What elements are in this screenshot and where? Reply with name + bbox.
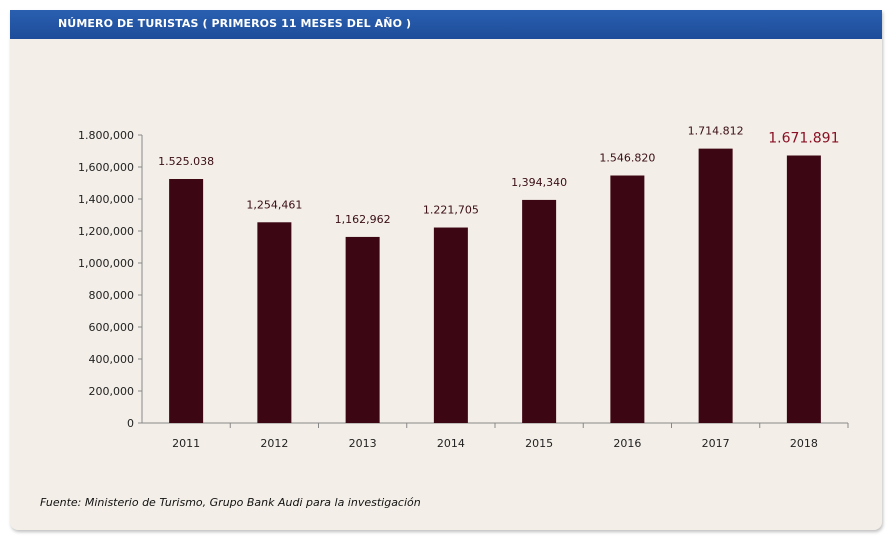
x-tick-label: 2012 <box>260 437 288 450</box>
y-tick-label: 800,000 <box>89 289 135 302</box>
chart-panel: NÚMERO DE TURISTAS ( PRIMEROS 11 MESES D… <box>10 10 882 530</box>
y-tick-label: 600,000 <box>89 321 135 334</box>
data-label: 1.525.038 <box>158 155 214 168</box>
data-label: 1.221,705 <box>423 204 479 217</box>
x-tick-label: 2011 <box>172 437 200 450</box>
y-tick-label: 400,000 <box>89 353 135 366</box>
data-label: 1.714.812 <box>688 125 744 138</box>
x-tick-label: 2016 <box>613 437 641 450</box>
y-tick-label: 200,000 <box>89 385 135 398</box>
data-label: 1,254,461 <box>246 198 302 211</box>
chart-header: NÚMERO DE TURISTAS ( PRIMEROS 11 MESES D… <box>10 10 882 39</box>
data-label: 1.546.820 <box>599 152 655 165</box>
data-label: 1,162,962 <box>335 213 391 226</box>
bar-2015 <box>522 199 557 423</box>
y-tick-label: 0 <box>127 417 134 430</box>
bar-2011 <box>169 178 204 423</box>
chart-title: NÚMERO DE TURISTAS ( PRIMEROS 11 MESES D… <box>58 17 412 30</box>
data-label: 1,394,340 <box>511 176 567 189</box>
bar-2018 <box>786 155 821 423</box>
y-tick-label: 1,600,000 <box>78 161 134 174</box>
y-tick-label: 1,000,000 <box>78 257 134 270</box>
bar-2017 <box>698 148 733 424</box>
x-tick-label: 2017 <box>702 437 730 450</box>
bar-2016 <box>610 175 645 423</box>
y-tick-label: 1,400,000 <box>78 193 134 206</box>
bar-2012 <box>257 222 292 423</box>
data-label: 1.671.891 <box>768 130 839 146</box>
x-tick-label: 2013 <box>349 437 377 450</box>
bar-2013 <box>345 236 380 423</box>
x-tick-label: 2015 <box>525 437 553 450</box>
x-tick-label: 2018 <box>790 437 818 450</box>
source-note: Fuente: Ministerio de Turismo, Grupo Ban… <box>40 496 421 509</box>
y-tick-label: 1,200,000 <box>78 225 134 238</box>
bar-2014 <box>433 227 468 423</box>
y-tick-label: 1.800,000 <box>78 129 134 142</box>
x-tick-label: 2014 <box>437 437 465 450</box>
bar-chart: 0 200,000 400,000 600,000 800,000 1,000,000 1,… <box>78 125 849 450</box>
